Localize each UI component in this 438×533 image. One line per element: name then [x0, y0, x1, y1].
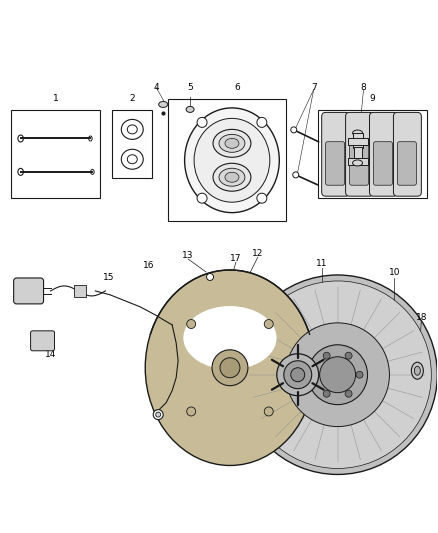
Ellipse shape — [18, 135, 23, 142]
Text: 4: 4 — [153, 83, 159, 92]
Ellipse shape — [308, 345, 367, 405]
Ellipse shape — [155, 412, 161, 417]
Ellipse shape — [345, 390, 352, 397]
Text: 1: 1 — [53, 94, 58, 103]
Ellipse shape — [414, 366, 420, 375]
Bar — [348, 158, 367, 165]
Ellipse shape — [264, 319, 273, 328]
Ellipse shape — [225, 172, 239, 182]
Ellipse shape — [127, 155, 137, 164]
Bar — [168, 100, 286, 221]
Ellipse shape — [121, 119, 143, 139]
FancyBboxPatch shape — [346, 112, 374, 196]
Text: 9: 9 — [370, 94, 375, 103]
Ellipse shape — [353, 130, 363, 136]
Text: 17: 17 — [230, 254, 242, 263]
Ellipse shape — [312, 371, 319, 378]
Ellipse shape — [345, 352, 352, 359]
FancyBboxPatch shape — [31, 331, 54, 351]
Ellipse shape — [184, 306, 276, 369]
Ellipse shape — [197, 117, 207, 127]
Bar — [112, 110, 152, 178]
Text: 7: 7 — [311, 83, 317, 92]
Ellipse shape — [323, 390, 330, 397]
Ellipse shape — [207, 273, 213, 280]
FancyBboxPatch shape — [321, 112, 350, 196]
Ellipse shape — [153, 410, 163, 419]
Ellipse shape — [320, 357, 356, 393]
FancyBboxPatch shape — [393, 112, 421, 196]
Text: 5: 5 — [187, 83, 193, 92]
Text: 16: 16 — [142, 261, 154, 270]
Ellipse shape — [187, 319, 196, 328]
Ellipse shape — [197, 193, 207, 203]
Ellipse shape — [277, 354, 319, 395]
Ellipse shape — [121, 149, 143, 169]
Ellipse shape — [127, 125, 137, 134]
Ellipse shape — [353, 160, 363, 166]
Ellipse shape — [159, 101, 168, 108]
Text: 13: 13 — [182, 251, 194, 260]
Text: 10: 10 — [389, 269, 400, 278]
Ellipse shape — [264, 407, 273, 416]
Ellipse shape — [244, 281, 431, 469]
FancyBboxPatch shape — [350, 142, 368, 185]
Bar — [11, 110, 100, 198]
Ellipse shape — [88, 136, 92, 141]
Ellipse shape — [213, 163, 251, 191]
Ellipse shape — [291, 368, 305, 382]
Text: 2: 2 — [130, 94, 135, 103]
Bar — [74, 285, 86, 297]
Ellipse shape — [291, 127, 297, 133]
Bar — [348, 138, 367, 145]
FancyBboxPatch shape — [370, 112, 397, 196]
Ellipse shape — [18, 168, 23, 175]
Ellipse shape — [257, 193, 267, 203]
Text: 18: 18 — [416, 313, 427, 322]
Ellipse shape — [323, 352, 330, 359]
Ellipse shape — [225, 139, 239, 148]
Ellipse shape — [194, 118, 270, 202]
Text: 14: 14 — [45, 350, 56, 359]
Ellipse shape — [186, 107, 194, 112]
Ellipse shape — [219, 134, 245, 152]
FancyBboxPatch shape — [374, 142, 392, 185]
Ellipse shape — [293, 172, 299, 178]
Ellipse shape — [284, 361, 312, 389]
Ellipse shape — [356, 371, 363, 378]
Ellipse shape — [238, 275, 437, 474]
Bar — [318, 110, 427, 198]
Ellipse shape — [257, 117, 267, 127]
Ellipse shape — [213, 130, 251, 157]
Ellipse shape — [286, 323, 389, 426]
Ellipse shape — [91, 169, 94, 174]
Ellipse shape — [220, 358, 240, 378]
Ellipse shape — [212, 350, 248, 386]
Ellipse shape — [219, 168, 245, 186]
FancyBboxPatch shape — [326, 142, 345, 185]
Text: 15: 15 — [102, 273, 114, 282]
Bar — [353, 133, 363, 148]
FancyBboxPatch shape — [14, 278, 43, 304]
Text: 12: 12 — [252, 248, 264, 257]
FancyBboxPatch shape — [397, 142, 417, 185]
Text: 8: 8 — [360, 83, 367, 92]
Ellipse shape — [187, 407, 196, 416]
Ellipse shape — [184, 108, 279, 213]
Text: 11: 11 — [316, 259, 328, 268]
Bar — [353, 147, 361, 161]
Ellipse shape — [145, 270, 314, 465]
Ellipse shape — [411, 362, 424, 379]
Text: 6: 6 — [234, 83, 240, 92]
